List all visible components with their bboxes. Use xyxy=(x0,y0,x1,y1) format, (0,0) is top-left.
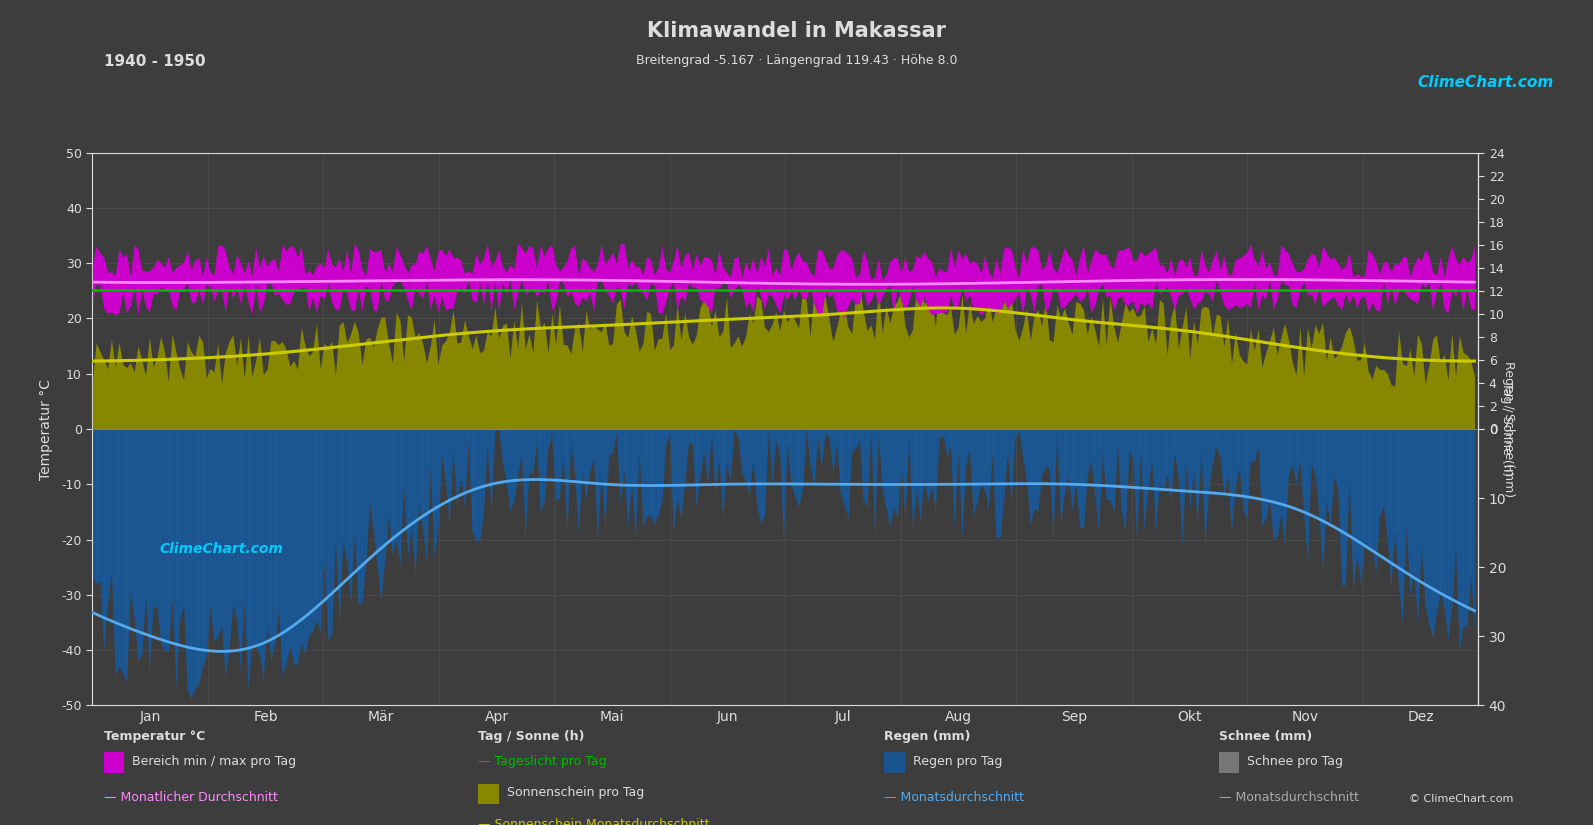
Text: © ClimeChart.com: © ClimeChart.com xyxy=(1408,794,1513,804)
Text: — Monatsdurchschnitt: — Monatsdurchschnitt xyxy=(1219,791,1359,804)
Text: 1940 - 1950: 1940 - 1950 xyxy=(104,54,205,68)
Text: Breitengrad -5.167 · Längengrad 119.43 · Höhe 8.0: Breitengrad -5.167 · Längengrad 119.43 ·… xyxy=(636,54,957,67)
Text: Sonnenschein pro Tag: Sonnenschein pro Tag xyxy=(507,786,644,799)
Text: ClimeChart.com: ClimeChart.com xyxy=(159,542,284,555)
Text: Temperatur °C: Temperatur °C xyxy=(104,730,205,743)
Y-axis label: Temperatur °C: Temperatur °C xyxy=(40,379,53,479)
Y-axis label: Tag / Sonne (h): Tag / Sonne (h) xyxy=(1501,382,1513,476)
Text: Tag / Sonne (h): Tag / Sonne (h) xyxy=(478,730,585,743)
Text: — Monatsdurchschnitt: — Monatsdurchschnitt xyxy=(884,791,1024,804)
Text: — Monatlicher Durchschnitt: — Monatlicher Durchschnitt xyxy=(104,791,277,804)
Text: — Tageslicht pro Tag: — Tageslicht pro Tag xyxy=(478,755,607,768)
Text: ClimeChart.com: ClimeChart.com xyxy=(1418,75,1555,90)
Text: — Sonnenschein Monatsdurchschnitt: — Sonnenschein Monatsdurchschnitt xyxy=(478,818,709,825)
Text: Bereich min / max pro Tag: Bereich min / max pro Tag xyxy=(132,755,296,768)
Text: Regen (mm): Regen (mm) xyxy=(884,730,970,743)
Text: Schnee (mm): Schnee (mm) xyxy=(1219,730,1313,743)
Text: Klimawandel in Makassar: Klimawandel in Makassar xyxy=(647,21,946,40)
Text: Schnee pro Tag: Schnee pro Tag xyxy=(1247,755,1343,768)
Y-axis label: Regen / Schnee (mm): Regen / Schnee (mm) xyxy=(1502,361,1515,497)
Text: Regen pro Tag: Regen pro Tag xyxy=(913,755,1002,768)
